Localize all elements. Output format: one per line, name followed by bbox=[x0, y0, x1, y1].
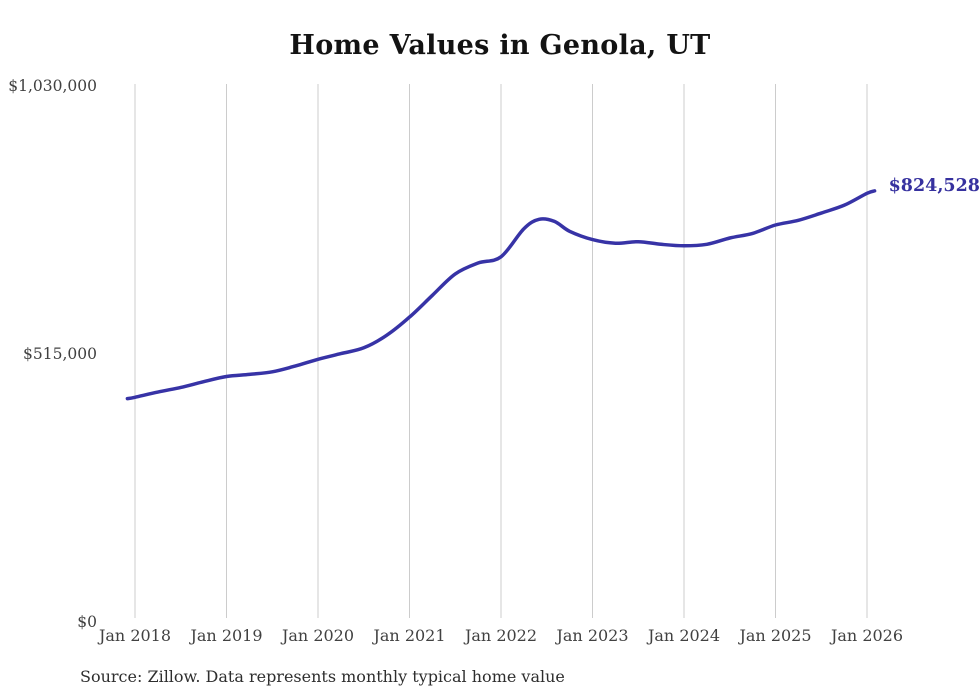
source-note: Source: Zillow. Data represents monthly … bbox=[80, 667, 565, 686]
x-axis-tick-label: Jan 2019 bbox=[190, 626, 263, 645]
x-axis-tick-label: Jan 2021 bbox=[373, 626, 446, 645]
x-axis-tick-label: Jan 2026 bbox=[830, 626, 904, 645]
chart-title: Home Values in Genola, UT bbox=[289, 30, 711, 61]
y-axis-tick-label: $1,030,000 bbox=[8, 77, 97, 95]
x-axis-tick-label: Jan 2025 bbox=[739, 626, 812, 645]
y-axis-tick-label: $515,000 bbox=[23, 345, 97, 363]
x-axis-tick-label: Jan 2018 bbox=[98, 626, 172, 645]
y-axis-tick-label: $0 bbox=[77, 613, 97, 631]
home-value-line-series bbox=[125, 189, 877, 401]
x-axis-tick-label: Jan 2022 bbox=[464, 626, 538, 645]
x-axis-tick-label: Jan 2020 bbox=[281, 626, 355, 645]
gridline-group bbox=[134, 84, 868, 618]
latest-value-label: $824,528 bbox=[888, 175, 980, 196]
x-axis-tick-label: Jan 2024 bbox=[647, 626, 721, 645]
x-axis-tick-label: Jan 2023 bbox=[556, 626, 629, 645]
